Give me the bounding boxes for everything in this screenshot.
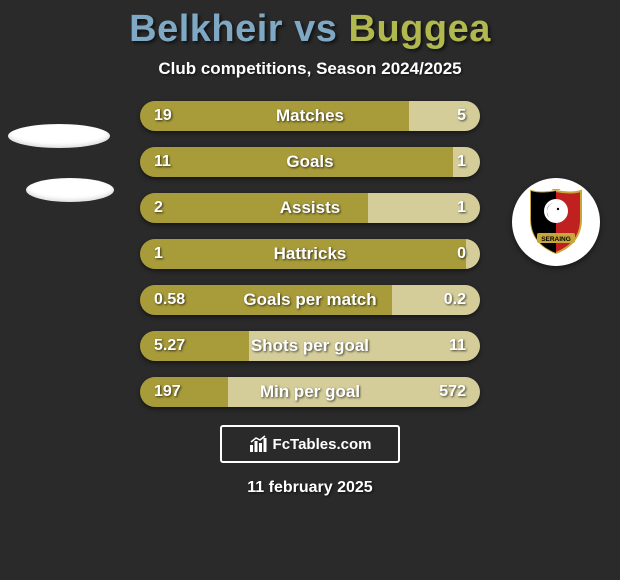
stat-row-shots-per-goal: 5.2711Shots per goal xyxy=(140,331,480,361)
stat-right-value: 572 xyxy=(439,383,466,401)
page-title: Belkheir vs Buggea xyxy=(0,8,620,51)
team-oval-0 xyxy=(8,124,110,148)
stat-left-value: 5.27 xyxy=(154,337,185,355)
stat-left-segment: 19 xyxy=(140,101,409,131)
stat-right-segment: 5 xyxy=(409,101,480,131)
stat-right-segment: 1 xyxy=(368,193,480,223)
stat-row-goals-per-match: 0.580.2Goals per match xyxy=(140,285,480,315)
stat-left-value: 19 xyxy=(154,107,172,125)
stat-right-value: 1 xyxy=(457,153,466,171)
stat-row-goals: 111Goals xyxy=(140,147,480,177)
shield-icon: SERAING xyxy=(527,189,585,255)
stat-row-hattricks: 01Hattricks xyxy=(140,239,480,269)
stat-left-segment: 11 xyxy=(140,147,453,177)
brand-box: FcTables.com xyxy=(220,425,400,463)
player2-name: Buggea xyxy=(349,8,491,50)
stat-left-value: 2 xyxy=(154,199,163,217)
stat-right-value: 0.2 xyxy=(444,291,466,309)
stat-right-value: 0 xyxy=(457,245,466,263)
team-badge: SERAING xyxy=(512,178,600,266)
stat-left-value: 197 xyxy=(154,383,181,401)
badge-circle: SERAING xyxy=(512,178,600,266)
stat-left-segment: 1 xyxy=(140,239,466,269)
stat-left-value: 11 xyxy=(154,153,171,171)
stat-row-matches: 195Matches xyxy=(140,101,480,131)
chart-icon xyxy=(249,435,267,453)
subtitle: Club competitions, Season 2024/2025 xyxy=(0,59,620,79)
stat-right-segment: 1 xyxy=(453,147,480,177)
stat-row-min-per-goal: 197572Min per goal xyxy=(140,377,480,407)
stat-left-segment: 2 xyxy=(140,193,368,223)
stat-left-value: 1 xyxy=(154,245,163,263)
stat-right-segment: 572 xyxy=(228,377,480,407)
stat-right-value: 1 xyxy=(457,199,466,217)
svg-text:SERAING: SERAING xyxy=(541,236,571,243)
stat-row-assists: 21Assists xyxy=(140,193,480,223)
stat-right-value: 11 xyxy=(449,337,466,355)
brand-label: FcTables.com xyxy=(273,436,372,453)
date-label: 11 february 2025 xyxy=(0,479,620,497)
stat-left-segment: 0.58 xyxy=(140,285,392,315)
stat-left-segment: 197 xyxy=(140,377,228,407)
stat-left-segment: 5.27 xyxy=(140,331,249,361)
stat-right-segment: 0.2 xyxy=(392,285,480,315)
comparison-card: Belkheir vs Buggea Club competitions, Se… xyxy=(0,0,620,580)
team-oval-1 xyxy=(26,178,114,202)
stat-right-segment: 11 xyxy=(249,331,480,361)
vs-separator: vs xyxy=(294,8,337,50)
player1-name: Belkheir xyxy=(129,8,283,50)
stat-left-value: 0.58 xyxy=(154,291,185,309)
stat-right-value: 5 xyxy=(457,107,466,125)
stat-right-segment xyxy=(466,239,480,269)
stat-bars: 195Matches111Goals21Assists01Hattricks0.… xyxy=(140,101,480,407)
